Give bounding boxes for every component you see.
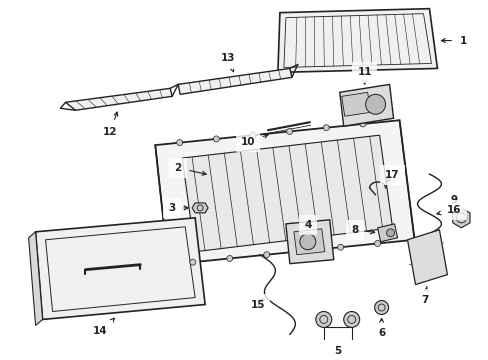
Circle shape	[299, 234, 315, 250]
Circle shape	[286, 129, 292, 134]
Circle shape	[249, 132, 255, 138]
Circle shape	[386, 229, 394, 237]
Polygon shape	[293, 229, 324, 255]
Text: 1: 1	[441, 36, 466, 46]
Circle shape	[213, 136, 219, 142]
Circle shape	[343, 311, 359, 328]
Text: 6: 6	[377, 319, 385, 338]
Circle shape	[226, 256, 232, 261]
Polygon shape	[339, 84, 393, 126]
Polygon shape	[178, 68, 291, 94]
Text: 11: 11	[357, 67, 371, 84]
Text: 2: 2	[174, 163, 206, 175]
Text: 16: 16	[436, 205, 461, 215]
Circle shape	[374, 240, 380, 247]
Polygon shape	[341, 92, 370, 116]
Text: 5: 5	[333, 346, 341, 356]
Polygon shape	[277, 9, 437, 72]
Polygon shape	[285, 220, 333, 264]
Circle shape	[300, 248, 306, 254]
Circle shape	[176, 140, 183, 146]
Text: 13: 13	[221, 54, 235, 72]
Circle shape	[374, 301, 388, 315]
Circle shape	[189, 259, 195, 265]
Polygon shape	[182, 135, 392, 252]
Polygon shape	[155, 120, 414, 265]
Circle shape	[337, 244, 343, 250]
Text: 7: 7	[420, 287, 427, 305]
Polygon shape	[377, 224, 397, 242]
Text: 10: 10	[240, 134, 267, 147]
Text: 4: 4	[304, 220, 311, 230]
Circle shape	[323, 125, 328, 131]
Text: 15: 15	[250, 299, 264, 310]
Circle shape	[315, 311, 331, 328]
Text: 14: 14	[93, 318, 114, 336]
Polygon shape	[192, 203, 208, 213]
Text: 12: 12	[103, 112, 118, 137]
Polygon shape	[29, 232, 42, 325]
Text: 3: 3	[168, 203, 188, 213]
Polygon shape	[65, 88, 172, 110]
Polygon shape	[36, 218, 204, 319]
Text: 8: 8	[350, 225, 374, 235]
Circle shape	[359, 121, 365, 127]
Polygon shape	[407, 230, 447, 285]
Circle shape	[263, 252, 269, 258]
Text: 17: 17	[385, 170, 399, 182]
Circle shape	[365, 94, 385, 114]
Polygon shape	[452, 208, 469, 228]
Text: 9: 9	[450, 195, 458, 205]
